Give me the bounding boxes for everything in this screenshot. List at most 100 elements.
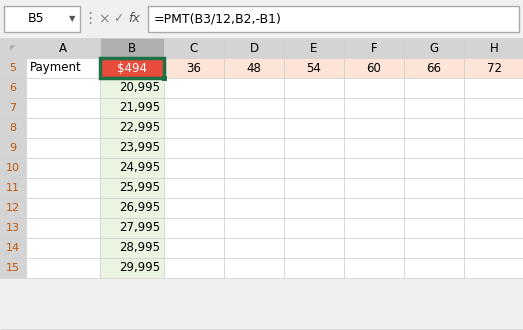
Text: 21,995: 21,995 [119,102,160,115]
Text: 11: 11 [6,183,20,193]
Bar [224,218,284,238]
Bar [344,58,404,78]
Bar [100,118,164,138]
Text: 10: 10 [6,163,20,173]
Bar [344,98,404,118]
Bar [464,238,523,258]
Bar [164,158,224,178]
Text: 6: 6 [9,83,17,93]
Bar [0,178,26,198]
Bar [224,78,284,98]
Text: Payment: Payment [30,61,82,75]
Text: ◤: ◤ [10,45,16,51]
Text: 15: 15 [6,263,20,273]
Bar [26,238,100,258]
Bar [224,118,284,138]
Text: 22,995: 22,995 [119,121,160,135]
Bar [26,78,100,98]
Bar [0,98,26,118]
Bar [0,118,26,138]
Bar [404,98,464,118]
Text: fx: fx [128,13,140,25]
Bar [284,218,344,238]
Text: =PMT(B3/12,B2,-B1): =PMT(B3/12,B2,-B1) [154,13,282,25]
Bar [404,118,464,138]
Bar [344,158,404,178]
Text: B5: B5 [28,13,44,25]
Text: 36: 36 [187,61,201,75]
Bar [0,218,26,238]
Bar [284,138,344,158]
Bar [224,258,284,278]
Bar [100,258,164,278]
Text: 13: 13 [6,223,20,233]
Bar [404,258,464,278]
Bar [0,198,26,218]
Bar [26,138,100,158]
Bar [100,198,164,218]
Bar [284,78,344,98]
Bar [404,198,464,218]
Bar [284,258,344,278]
Bar [164,78,224,98]
Bar [164,218,224,238]
Bar [224,238,284,258]
Text: 8: 8 [9,123,17,133]
Bar [0,58,26,78]
Bar [404,58,464,78]
Bar [284,238,344,258]
Bar [224,38,284,58]
Bar [284,98,344,118]
Bar [0,138,26,158]
Text: 27,995: 27,995 [119,221,160,235]
Bar [284,38,344,58]
Bar [164,38,224,58]
Bar [404,78,464,98]
Text: 28,995: 28,995 [119,242,160,254]
Text: 5: 5 [9,63,17,73]
Bar [100,58,164,78]
Bar [344,218,404,238]
Bar [164,118,224,138]
Bar [464,38,523,58]
Bar [164,58,224,78]
Bar [404,238,464,258]
Bar [344,178,404,198]
Bar [0,78,26,98]
Bar [148,6,519,32]
Text: 24,995: 24,995 [119,161,160,175]
Bar [164,198,224,218]
Bar [100,218,164,238]
Bar [26,258,100,278]
Bar [164,98,224,118]
Bar [284,158,344,178]
Text: 72: 72 [486,61,502,75]
Text: A: A [59,42,67,54]
Text: 25,995: 25,995 [119,182,160,194]
Text: $494: $494 [117,61,147,75]
Bar [26,178,100,198]
Text: D: D [249,42,258,54]
Bar [100,138,164,158]
Bar [344,258,404,278]
Text: 23,995: 23,995 [119,142,160,154]
Bar [464,138,523,158]
Text: 12: 12 [6,203,20,213]
Bar [344,238,404,258]
Text: B: B [128,42,136,54]
Bar [0,38,26,58]
Bar [100,58,164,78]
Bar [100,78,164,98]
Text: 7: 7 [9,103,17,113]
Text: C: C [190,42,198,54]
Bar [404,138,464,158]
Bar [464,78,523,98]
Bar [164,238,224,258]
Text: 48: 48 [246,61,262,75]
Bar [164,138,224,158]
Bar [100,178,164,198]
Bar [100,238,164,258]
Bar [464,258,523,278]
Bar [224,58,284,78]
Text: E: E [310,42,317,54]
